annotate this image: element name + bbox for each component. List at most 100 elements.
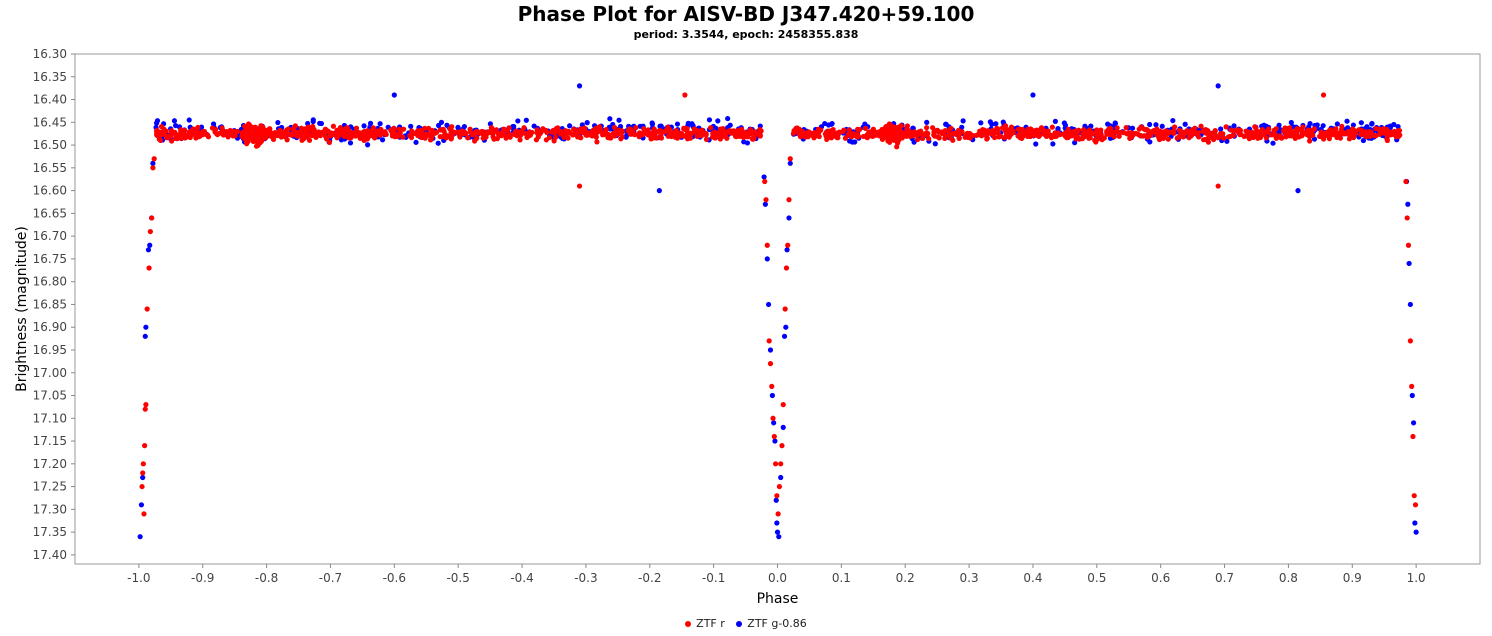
ztf-g-point	[142, 333, 148, 339]
x-tick-label: -0.2	[638, 571, 661, 585]
ztf-g-point	[408, 123, 414, 129]
ztf-r-point	[915, 130, 921, 136]
ztf-r-point	[1144, 134, 1151, 140]
ztf-r-point	[244, 134, 250, 140]
ztf-r-point	[1334, 134, 1340, 141]
ztf-r-point	[1349, 126, 1356, 132]
ztf-r-point	[1282, 125, 1288, 131]
ztf-g-point	[1231, 123, 1237, 129]
ztf-r-point	[516, 129, 523, 136]
ztf-r-point	[668, 131, 674, 138]
ztf-r-point	[853, 133, 859, 139]
ztf-r-point	[179, 131, 185, 137]
ztf-r-point	[268, 132, 275, 139]
ztf-g-point	[1320, 123, 1326, 129]
ztf-r-point	[770, 415, 776, 421]
ztf-r-point	[752, 132, 758, 138]
ztf-r-point	[776, 483, 783, 490]
ztf-g-point	[147, 242, 153, 248]
ztf-r-point	[922, 131, 928, 137]
ztf-r-point	[708, 125, 714, 131]
ztf-r-point	[298, 133, 304, 139]
ztf-g-point	[658, 123, 664, 129]
ztf-g-point	[1153, 122, 1159, 128]
ztf-g-point	[154, 118, 161, 124]
legend-label-r: ZTF r	[696, 617, 725, 630]
ztf-r-point	[1253, 125, 1259, 131]
ztf-g-point	[150, 160, 156, 166]
ztf-r-point	[846, 127, 852, 133]
ztf-r-point	[1171, 128, 1177, 134]
ztf-r-point	[655, 129, 661, 135]
ztf-r-point	[1236, 129, 1242, 135]
ztf-r-point	[1123, 125, 1129, 131]
ztf-r-point	[763, 197, 769, 203]
x-tick-label: 0.9	[1343, 571, 1362, 585]
ztf-r-point	[286, 132, 293, 138]
ztf-g-point	[391, 92, 397, 98]
ztf-g-point	[576, 83, 583, 89]
ztf-r-point	[1405, 242, 1412, 248]
ztf-g-point	[1364, 124, 1370, 130]
ztf-g-point	[461, 123, 467, 130]
ztf-r-point	[721, 130, 727, 136]
x-tick-label: 0.1	[832, 571, 851, 585]
ztf-g-point	[365, 142, 371, 148]
ztf-r-point	[633, 125, 639, 131]
ztf-r-point	[1358, 131, 1364, 138]
ztf-r-point	[1015, 126, 1021, 133]
ztf-g-point	[379, 137, 386, 143]
ztf-g-point	[1050, 141, 1056, 147]
ztf-r-point	[467, 126, 473, 132]
ztf-g-point	[762, 201, 768, 207]
ztf-r-point	[778, 461, 784, 467]
ztf-g-point	[616, 117, 622, 123]
ztf-r-point	[1171, 124, 1178, 130]
ztf-r-point	[862, 125, 869, 131]
ztf-r-point	[1377, 131, 1383, 138]
ztf-r-point	[1008, 124, 1015, 130]
x-tick-label: -0.9	[191, 571, 214, 585]
ztf-g-point	[361, 123, 367, 129]
ztf-r-point	[615, 131, 621, 137]
ztf-r-point	[593, 125, 599, 131]
ztf-r-point	[1064, 134, 1070, 141]
ztf-r-point	[701, 130, 707, 136]
ztf-r-point	[691, 126, 697, 132]
ztf-g-point	[725, 115, 731, 122]
ztf-r-point	[432, 130, 438, 136]
ztf-r-point	[146, 265, 152, 271]
ztf-g-point	[584, 120, 590, 126]
ztf-r-point	[1283, 132, 1290, 138]
ztf-r-point	[267, 126, 273, 132]
ztf-r-point	[1125, 130, 1132, 136]
ztf-g-point	[1261, 122, 1267, 128]
ztf-r-point	[785, 242, 791, 248]
ztf-r-point	[209, 125, 216, 131]
ztf-g-point	[523, 117, 529, 123]
ztf-g-point	[761, 174, 767, 180]
ztf-r-point	[744, 134, 751, 140]
legend-item-r: ZTF r	[685, 617, 725, 630]
ztf-g-point	[275, 119, 281, 126]
ztf-r-point	[907, 133, 913, 140]
x-tick-label: -0.8	[255, 571, 278, 585]
y-tick-label: 16.70	[33, 229, 67, 243]
ztf-r-point	[326, 139, 333, 145]
ztf-r-point	[1393, 131, 1399, 137]
ztf-g-point	[171, 118, 178, 124]
ztf-g-point	[764, 256, 770, 262]
ztf-r-point	[606, 133, 612, 139]
ztf-g-point	[1218, 126, 1224, 132]
ztf-r-point	[524, 134, 530, 141]
ztf-r-point	[472, 131, 478, 137]
ztf-r-point	[1231, 128, 1238, 134]
ztf-r-point	[1047, 132, 1053, 138]
ztf-g-point	[924, 119, 930, 125]
ztf-r-point	[1411, 493, 1417, 499]
ztf-r-point	[357, 132, 364, 138]
ztf-r-point	[163, 128, 169, 134]
ztf-r-point	[685, 136, 691, 142]
ztf-r-point	[1136, 132, 1142, 138]
ztf-r-point	[694, 133, 700, 139]
